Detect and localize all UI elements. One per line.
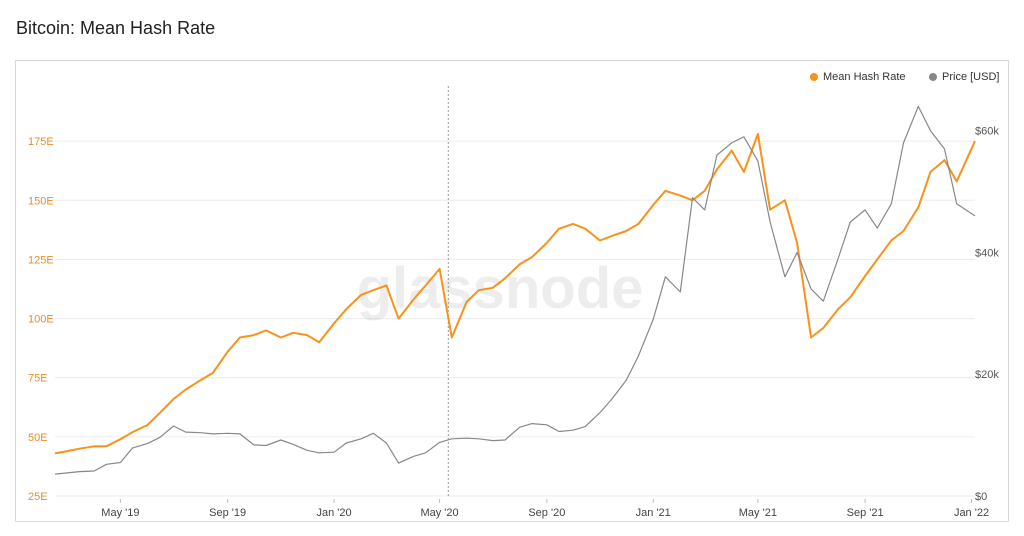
series-line-price [54, 105, 976, 475]
x-tick-label: May '19 [101, 507, 139, 519]
x-tick-label: Jan '20 [316, 507, 351, 519]
y-left-tick-label: 175E [28, 136, 54, 148]
legend-item-price[interactable]: Price [USD] [929, 71, 999, 83]
y-right-tick-label: $0 [975, 491, 987, 503]
watermark-text: glassnode [357, 256, 644, 321]
legend-label-hash: Mean Hash Rate [823, 71, 906, 83]
y-right-tick-label: $40k [975, 247, 999, 259]
legend-label-price: Price [USD] [942, 71, 1000, 83]
y-left-tick-label: 100E [28, 314, 54, 326]
x-tick-label: Jan '21 [636, 507, 671, 519]
y-left-tick-label: 150E [28, 195, 54, 207]
chart-title: Bitcoin: Mean Hash Rate [16, 18, 216, 38]
series-line-hash-rate [54, 133, 976, 455]
legend-swatch-price [929, 73, 937, 81]
x-tick-label: May '21 [739, 507, 777, 519]
x-tick-label: Sep '21 [847, 507, 884, 519]
x-tick-label: May '20 [420, 507, 458, 519]
y-left-tick-label: 75E [28, 373, 48, 385]
x-tick-label: Sep '20 [528, 507, 565, 519]
y-right-tick-label: $20k [975, 369, 999, 381]
chart-card [15, 60, 1009, 522]
y-left-tick-label: 25E [28, 491, 48, 503]
y-right-tick-label: $60k [975, 126, 999, 138]
legend-swatch-hash [810, 73, 818, 81]
y-left-tick-label: 50E [28, 432, 48, 444]
x-tick-label: Jan '22 [954, 507, 989, 519]
legend-item-hash-rate[interactable]: Mean Hash Rate [810, 71, 906, 83]
y-left-tick-label: 125E [28, 254, 54, 266]
x-tick-label: Sep '19 [209, 507, 246, 519]
